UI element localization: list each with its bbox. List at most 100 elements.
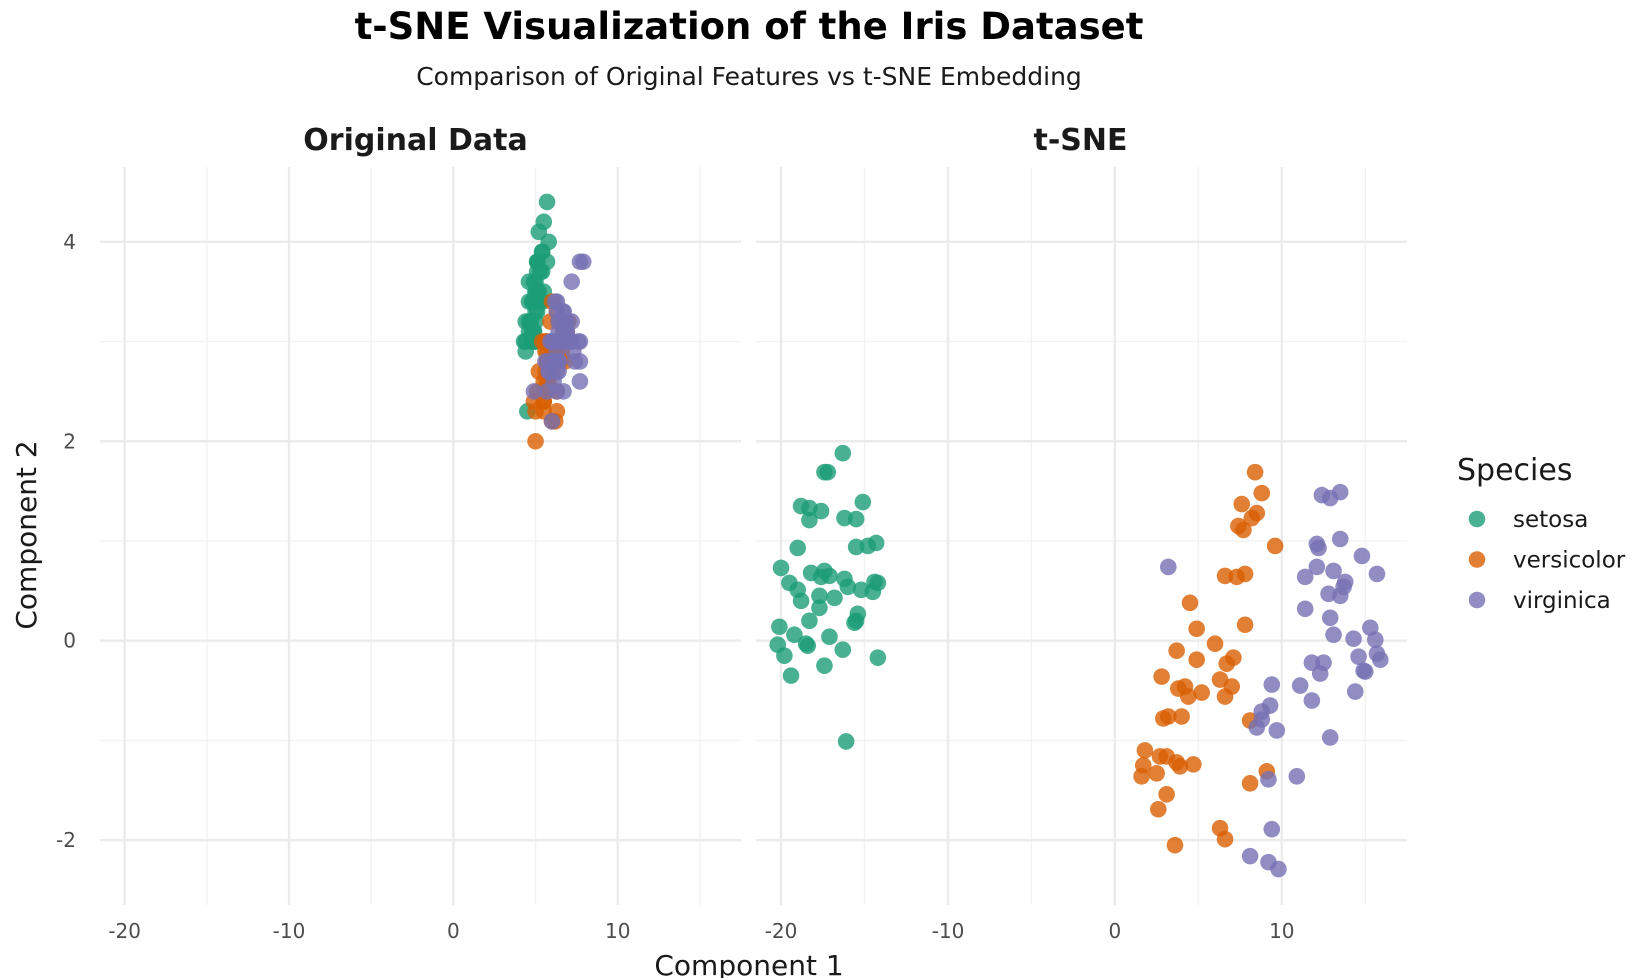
data-point-setosa bbox=[846, 614, 863, 632]
data-point-setosa bbox=[854, 493, 872, 511]
data-point-virginica bbox=[1296, 568, 1314, 586]
data-point-setosa bbox=[786, 626, 803, 644]
y-tick-label: 2 bbox=[63, 429, 76, 453]
data-point-versicolor bbox=[1241, 775, 1259, 792]
data-point-versicolor bbox=[1243, 509, 1261, 527]
data-point-versicolor bbox=[1166, 836, 1184, 854]
data-point-virginica bbox=[1241, 847, 1259, 865]
legend-item-setosa: setosa bbox=[1468, 507, 1588, 533]
data-point-setosa bbox=[532, 263, 549, 281]
data-point-versicolor bbox=[1193, 684, 1210, 701]
series-virginica bbox=[525, 253, 592, 430]
data-point-setosa bbox=[819, 463, 837, 481]
data-point-versicolor bbox=[1148, 765, 1165, 782]
data-point-versicolor bbox=[1236, 616, 1254, 634]
data-point-virginica bbox=[1371, 651, 1389, 668]
data-point-setosa bbox=[826, 589, 843, 607]
data-point-virginica bbox=[1325, 626, 1342, 644]
data-point-versicolor bbox=[1188, 651, 1205, 668]
data-point-virginica bbox=[1321, 729, 1339, 746]
data-point-setosa bbox=[792, 592, 810, 610]
x-tick-label: 0 bbox=[1109, 919, 1122, 943]
x-tick-label: 10 bbox=[605, 919, 630, 943]
x-tick-label: 0 bbox=[447, 919, 460, 943]
data-point-virginica bbox=[542, 333, 559, 350]
data-point-setosa bbox=[837, 733, 855, 750]
data-point-versicolor bbox=[1168, 642, 1185, 659]
data-point-setosa bbox=[527, 283, 544, 300]
x-tick-label: 10 bbox=[1269, 919, 1294, 943]
data-point-versicolor bbox=[1216, 688, 1234, 705]
data-point-virginica bbox=[1345, 630, 1362, 648]
data-point-virginica bbox=[1303, 692, 1321, 709]
legend-title: Species bbox=[1457, 453, 1572, 488]
series-versicolor bbox=[1133, 463, 1284, 854]
data-point-virginica bbox=[574, 253, 592, 271]
data-point-setosa bbox=[869, 649, 887, 666]
data-point-virginica bbox=[1366, 631, 1384, 649]
legend: Species setosa versicolor virginica bbox=[1457, 453, 1626, 614]
legend-item-versicolor: versicolor bbox=[1468, 548, 1626, 574]
data-point-virginica bbox=[1325, 562, 1342, 580]
panel-title: t-SNE bbox=[1034, 123, 1128, 158]
data-point-virginica bbox=[1368, 565, 1386, 583]
y-tick-label: 4 bbox=[63, 230, 76, 254]
data-point-versicolor bbox=[1173, 708, 1190, 725]
data-point-virginica bbox=[1310, 539, 1327, 557]
legend-label: virginica bbox=[1513, 588, 1611, 614]
x-axis-label: Component 1 bbox=[654, 949, 843, 978]
legend-swatch bbox=[1468, 510, 1486, 528]
chart-subtitle: Comparison of Original Features vs t-SNE… bbox=[416, 62, 1082, 91]
data-point-setosa bbox=[812, 502, 830, 520]
data-point-versicolor bbox=[1158, 786, 1175, 803]
data-point-setosa bbox=[771, 618, 788, 636]
panel-t-sne: -20 -10 0 10 t-SNE bbox=[756, 123, 1407, 943]
data-point-virginica bbox=[1346, 683, 1364, 700]
data-point-virginica bbox=[1296, 600, 1314, 618]
data-point-virginica bbox=[1270, 860, 1287, 878]
data-point-versicolor bbox=[1185, 756, 1202, 773]
data-point-virginica bbox=[1263, 676, 1281, 693]
data-point-versicolor bbox=[1266, 537, 1284, 555]
data-point-virginica bbox=[571, 333, 589, 350]
series-virginica bbox=[1160, 483, 1389, 878]
data-point-virginica bbox=[1263, 820, 1281, 838]
legend-item-virginica: virginica bbox=[1468, 588, 1611, 614]
x-tick-label: -20 bbox=[108, 919, 141, 943]
data-point-virginica bbox=[1311, 665, 1329, 682]
data-point-setosa bbox=[847, 510, 865, 528]
data-point-versicolor bbox=[1171, 758, 1189, 775]
data-point-virginica bbox=[1288, 768, 1306, 785]
data-point-virginica bbox=[563, 273, 581, 290]
y-tick-label: -2 bbox=[56, 828, 76, 852]
data-point-virginica bbox=[1160, 558, 1177, 576]
legend-swatch bbox=[1468, 551, 1486, 568]
data-point-versicolor bbox=[1253, 484, 1271, 502]
chart-title: t-SNE Visualization of the Iris Dataset bbox=[355, 5, 1144, 48]
data-point-virginica bbox=[1308, 558, 1326, 576]
data-point-setosa bbox=[811, 587, 828, 605]
data-point-virginica bbox=[546, 293, 564, 310]
data-point-setosa bbox=[801, 511, 818, 529]
data-point-versicolor bbox=[1136, 742, 1154, 759]
legend-swatch bbox=[1468, 591, 1486, 609]
data-point-versicolor bbox=[527, 432, 544, 450]
data-point-virginica bbox=[566, 353, 584, 370]
data-point-setosa bbox=[789, 539, 807, 557]
data-point-virginica bbox=[525, 383, 543, 400]
data-point-versicolor bbox=[1233, 495, 1251, 513]
data-point-setosa bbox=[867, 534, 885, 552]
x-tick-label: -10 bbox=[932, 919, 965, 943]
legend-label: versicolor bbox=[1513, 548, 1626, 574]
data-point-virginica bbox=[1260, 771, 1277, 788]
data-point-setosa bbox=[782, 667, 800, 684]
data-point-versicolor bbox=[1133, 768, 1150, 785]
data-point-setosa bbox=[834, 641, 852, 658]
data-point-virginica bbox=[571, 373, 589, 390]
data-point-virginica bbox=[1291, 677, 1309, 694]
data-point-virginica bbox=[1355, 662, 1372, 679]
data-point-setosa bbox=[821, 628, 838, 646]
series-setosa bbox=[769, 444, 887, 750]
